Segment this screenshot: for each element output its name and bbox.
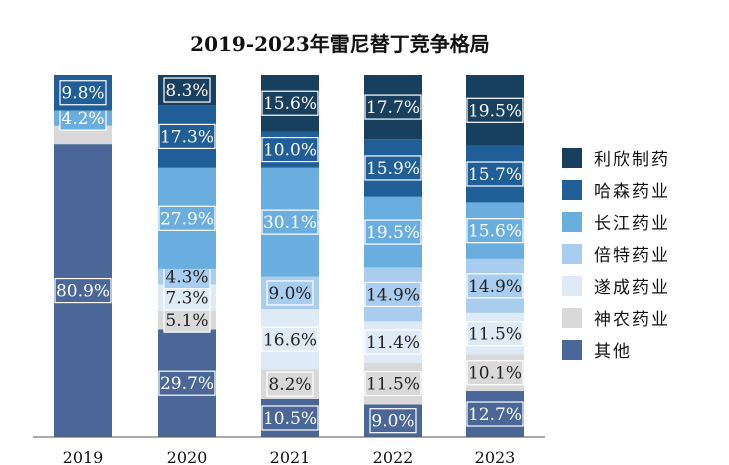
data-label-box [158, 370, 216, 396]
x-tick-label: 2023 [475, 448, 516, 465]
data-label: 14.9% [468, 277, 522, 297]
data-label-box [163, 285, 211, 311]
data-label: 4.3% [165, 268, 208, 288]
legend-swatch [562, 148, 582, 168]
legend-label: 其他 [594, 342, 632, 362]
legend-label: 哈森药业 [594, 182, 670, 202]
chart-title: 2019-2023年雷尼替丁竞争格局 [190, 32, 490, 56]
data-label: 7.3% [165, 289, 208, 309]
data-label: 10.5% [263, 409, 317, 429]
data-label: 30.1% [263, 213, 317, 233]
data-label: 5.1% [165, 311, 208, 331]
data-label: 29.7% [160, 374, 214, 394]
data-label: 19.5% [366, 223, 420, 243]
legend-swatch [562, 340, 582, 360]
x-tick-label: 2019 [63, 448, 104, 465]
data-label-box [466, 321, 524, 347]
data-label: 10.0% [263, 141, 317, 161]
data-label-box [466, 161, 524, 187]
x-tick-label: 2022 [373, 448, 414, 465]
legend-label: 利欣制药 [594, 150, 670, 170]
data-label: 9.0% [268, 284, 311, 304]
data-label-box [466, 401, 524, 427]
legend-swatch [562, 308, 582, 328]
data-label-box [163, 307, 211, 333]
data-label-box [266, 280, 314, 306]
data-label: 15.6% [468, 222, 522, 242]
data-label-box [59, 80, 107, 106]
data-label-box [54, 277, 112, 304]
data-label-box [158, 123, 216, 150]
data-label-box [364, 370, 422, 397]
data-label-box [261, 326, 319, 352]
data-label: 19.5% [468, 101, 522, 121]
data-label: 80.9% [56, 282, 110, 302]
data-label: 9.0% [371, 412, 414, 432]
data-label: 27.9% [160, 209, 214, 229]
data-label-box [364, 155, 422, 181]
data-label: 15.6% [263, 94, 317, 114]
legend-swatch [562, 180, 582, 200]
data-label-box [364, 94, 422, 120]
data-label: 14.9% [366, 285, 420, 305]
data-label: 8.3% [165, 81, 208, 101]
data-label: 17.7% [366, 98, 420, 118]
legend-swatch [562, 212, 582, 232]
data-label: 9.8% [61, 84, 104, 104]
data-label-box [364, 281, 422, 308]
data-label: 8.2% [268, 375, 311, 395]
data-label: 17.3% [160, 127, 214, 147]
legend-swatch [562, 276, 582, 296]
data-label: 15.9% [366, 159, 420, 179]
data-label-box [261, 405, 319, 431]
legend-label: 倍特药业 [594, 246, 670, 266]
data-label: 10.1% [468, 364, 522, 384]
data-label-box [466, 97, 524, 123]
x-tick-label: 2020 [167, 448, 208, 465]
data-label-box [466, 360, 524, 386]
data-label: 11.5% [468, 325, 522, 345]
data-label-box [266, 371, 314, 397]
data-label-box [158, 205, 216, 231]
legend-swatch [562, 244, 582, 264]
data-label-box [369, 408, 417, 434]
data-label: 16.6% [263, 330, 317, 350]
data-label-box [261, 136, 319, 163]
data-label: 11.5% [366, 375, 420, 395]
data-label-box [364, 329, 422, 355]
data-label: 15.7% [468, 165, 522, 185]
data-label: 11.4% [366, 333, 420, 353]
data-label-box [163, 77, 211, 103]
legend-label: 遂成药业 [594, 278, 670, 298]
data-label-box [466, 273, 524, 299]
legend-label: 长江药业 [594, 214, 670, 234]
data-label: 4.2% [61, 109, 104, 129]
x-tick-label: 2021 [270, 448, 311, 465]
data-label-box [364, 219, 422, 245]
legend-label: 神农药业 [594, 310, 670, 330]
data-label: 12.7% [468, 405, 522, 425]
data-label-box [261, 209, 319, 235]
data-label-box [466, 218, 524, 244]
data-label-box [261, 90, 319, 116]
